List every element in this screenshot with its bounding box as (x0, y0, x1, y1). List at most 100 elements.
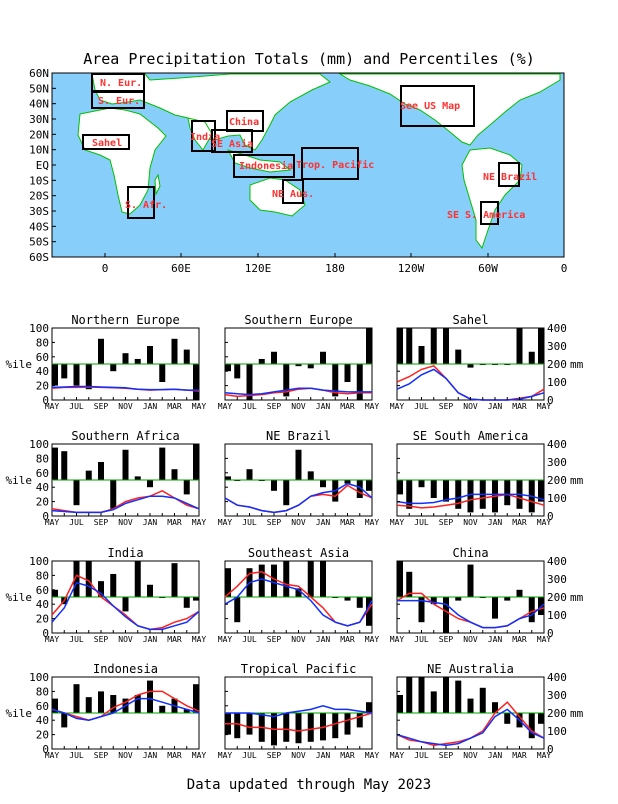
percentile-bar (193, 684, 199, 713)
percentile-bar (159, 447, 166, 480)
region-label-se-asia: SE Asia (211, 138, 253, 150)
mm-tick-label: 0 (547, 743, 554, 756)
lat-tick-label: EQ (36, 159, 49, 172)
mm-tick-label: 400 (547, 555, 567, 568)
panel-title: SE South America (413, 429, 529, 443)
percentile-bar (295, 588, 302, 597)
mm-tick-label: 100 (547, 492, 567, 505)
month-tick-label: MAR (512, 402, 527, 411)
pct-tick-label: 60 (36, 351, 49, 364)
percentile-bar (430, 597, 437, 605)
month-tick-label: MAY (45, 635, 60, 644)
percentile-bar (366, 702, 372, 713)
pct-axis-label: %ile (6, 358, 33, 371)
percentile-bar (418, 677, 425, 713)
percentile-bar (110, 573, 117, 597)
percentile-bar (492, 597, 498, 619)
percentile-bar (320, 480, 326, 488)
mm-tick-label: 300 (547, 689, 567, 702)
mm-tick-label: 300 (547, 573, 567, 586)
panel-title: Southeast Asia (248, 546, 349, 560)
percentile-bar (193, 444, 199, 480)
percentile-bar (246, 713, 253, 735)
month-tick-label: MAY (390, 518, 405, 527)
pct-tick-label: 60 (36, 584, 49, 597)
lat-tick-label: 40N (29, 98, 49, 111)
percentile-bar (147, 584, 153, 597)
percentile-bar (110, 695, 117, 713)
percentile-bar (283, 561, 290, 597)
month-tick-label: MAY (537, 518, 552, 527)
month-tick-label: NOV (463, 402, 478, 411)
percentile-bar (183, 597, 190, 608)
mm-tick-label: 0 (547, 627, 554, 640)
month-tick-label: MAY (192, 751, 207, 760)
pct-tick-label: 80 (36, 569, 49, 582)
month-tick-label: JAN (143, 518, 158, 527)
percentile-bar (73, 561, 80, 597)
month-tick-label: JAN (488, 635, 503, 644)
month-tick-label: NOV (118, 518, 133, 527)
percentile-bar (418, 480, 425, 488)
month-tick-label: MAR (167, 635, 182, 644)
percentile-bar (332, 713, 339, 739)
month-tick-label: JUL (69, 518, 84, 527)
series-line-blue (224, 482, 373, 514)
month-tick-label: MAR (340, 635, 355, 644)
month-tick-label: SEP (439, 402, 454, 411)
mm-axis-label: mm (570, 474, 584, 487)
pct-tick-label: 20 (36, 613, 49, 626)
lat-tick-label: 20S (29, 190, 49, 203)
pct-axis-label: %ile (6, 591, 33, 604)
month-tick-label: NOV (463, 751, 478, 760)
region-label-us-map: See US Map (400, 101, 460, 112)
month-tick-label: JUL (69, 402, 84, 411)
percentile-bar (443, 677, 449, 713)
panel-title: Southern Europe (244, 313, 352, 327)
region-label-s-afr: S. Afr. (125, 200, 167, 211)
month-tick-label: MAY (218, 635, 233, 644)
lon-tick-label: 0 (102, 262, 109, 275)
panel-ne-brazil: NE Brazil MAY JUL SEP NOV JAN MAR MAY (218, 429, 380, 527)
percentile-bar (295, 364, 302, 367)
month-tick-label: JUL (69, 751, 84, 760)
panel-title: NE Australia (427, 662, 514, 676)
month-tick-label: JAN (488, 402, 503, 411)
percentile-bar (418, 597, 425, 623)
percentile-bar (295, 449, 302, 480)
percentile-bar (147, 346, 153, 364)
percentile-bar (467, 480, 474, 513)
percentile-bar (122, 353, 129, 364)
percentile-bar (110, 364, 117, 372)
month-tick-label: NOV (118, 635, 133, 644)
pct-tick-label: 80 (36, 685, 49, 698)
series-line-blue (51, 495, 200, 514)
series-line-blue (224, 578, 373, 627)
region-box-s-eur (91, 90, 145, 109)
percentile-bar (98, 581, 104, 597)
panel-title: India (107, 546, 143, 560)
percentile-bar (225, 364, 231, 372)
mm-tick-label: 200 (547, 591, 567, 604)
continent-north-america (338, 73, 561, 146)
percentile-bar (225, 476, 231, 480)
region-box-ne-aus (282, 179, 304, 204)
percentile-bar (406, 677, 413, 713)
region-label-se-s-america: SE S. America (447, 209, 525, 221)
region-box-trop-pacific (301, 147, 359, 180)
lat-tick-label: 10S (29, 174, 49, 187)
month-tick-label: NOV (291, 751, 306, 760)
region-box-india (191, 120, 216, 152)
region-box-sahel (82, 134, 130, 150)
series-line-blue (397, 599, 545, 629)
percentile-bar (516, 589, 523, 597)
percentile-bar (443, 328, 449, 364)
percentile-bar (110, 480, 117, 509)
percentile-bar (61, 713, 68, 728)
month-tick-label: JAN (316, 518, 331, 527)
region-label-ne-aus: NE Aus. (272, 189, 314, 200)
month-tick-label: JUL (414, 402, 429, 411)
percentile-bar (406, 328, 413, 364)
